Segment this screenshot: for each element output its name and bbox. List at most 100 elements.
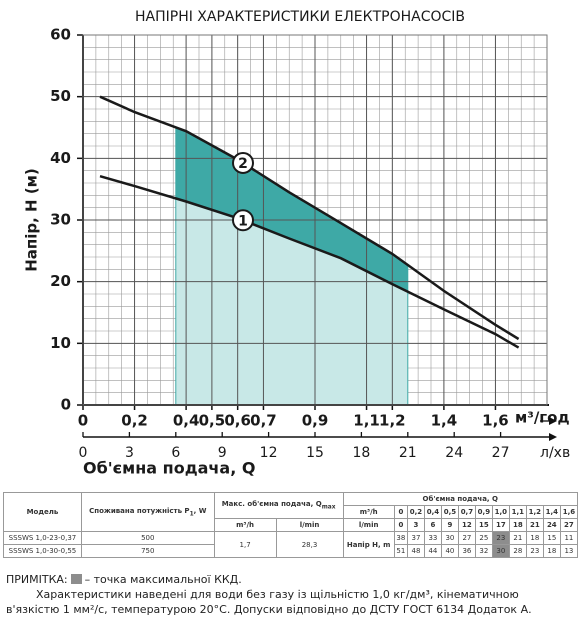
header-cell: 6 (423, 518, 442, 532)
curve-label: 1 (238, 213, 248, 229)
curve (99, 95, 520, 341)
x2-tick-label: 9 (218, 445, 227, 461)
table-cell: 44 (423, 544, 442, 558)
table-cell: SSSWS 1,0-23-0,37 (3, 531, 82, 545)
note-text: Характеристики наведені для води без газ… (6, 588, 532, 616)
header-cell: 27 (559, 518, 579, 532)
y-tick-label: 60 (50, 26, 71, 44)
header-cell: 1,2 (525, 505, 544, 519)
header-cell: Напір H, m (342, 531, 395, 558)
header-cell: 21 (525, 518, 544, 532)
curve-label: 2 (238, 156, 248, 172)
table-cell: 23 (491, 531, 510, 545)
curve (99, 174, 520, 349)
x2-tick-label: 27 (492, 445, 510, 461)
table-cell: 15 (542, 531, 561, 545)
table-cell: 32 (474, 544, 493, 558)
x-axis-unit: м³/год (515, 409, 570, 427)
header-cell: 1,4 (542, 505, 561, 519)
y-axis-label: Напір, Н (м) (23, 168, 41, 272)
header-part: Споживана потужність P (89, 506, 190, 515)
header-part: max (321, 504, 336, 511)
y-tick-label: 10 (50, 334, 71, 352)
header-cell: 1,6 (559, 505, 579, 519)
chart-title: НАПІРНІ ХАРАКТЕРИСТИКИ ЕЛЕКТРОНАСОСІВ (135, 9, 465, 25)
note-label: ПРИМІТКА: (6, 573, 68, 586)
x-tick-label: 1,1 (353, 412, 380, 430)
x-tick-label: 1,6 (482, 412, 509, 430)
x2-tick-label: 12 (260, 445, 278, 461)
y-tick-label: 30 (50, 211, 71, 229)
header-cell: 24 (542, 518, 561, 532)
table-cell: 36 (457, 544, 476, 558)
table-cell: 18 (542, 544, 561, 558)
table-cell: 38 (393, 531, 408, 545)
table-cell: 18 (525, 531, 544, 545)
header-part: Макс. об'ємна подача, Q (221, 500, 322, 509)
header-cell: Модель (3, 492, 82, 532)
header-cell: 15 (474, 518, 493, 532)
table-cell: 1,7 (213, 531, 277, 558)
header-cell: 17 (491, 518, 510, 532)
table-cell: 48 (406, 544, 425, 558)
table-cell: 33 (423, 531, 442, 545)
chart: НАПІРНІ ХАРАКТЕРИСТИКИ ЕЛЕКТРОНАСОСІВ На… (23, 9, 571, 478)
table-cell: 28,3 (275, 531, 344, 558)
header-cell: 9 (440, 518, 459, 532)
table-cell: 21 (508, 531, 527, 545)
x2-tick-label: 6 (171, 445, 180, 461)
table-cell: 30 (491, 544, 510, 558)
table-cell: 750 (80, 544, 215, 558)
x2-tick-label: 0 (79, 445, 88, 461)
header-cell: 0 (393, 505, 408, 519)
header-cell: 12 (457, 518, 476, 532)
curve-label-circle (232, 151, 254, 174)
x2-tick-label: 18 (352, 445, 370, 461)
plot-frame (82, 34, 548, 406)
note-legend: – точка максимальної ККД. (84, 573, 242, 586)
x-axis-label: Об'ємна подача, Q (83, 459, 255, 478)
table-cell: 51 (393, 544, 408, 558)
header-cell: 0,9 (474, 505, 493, 519)
highlight-swatch (70, 574, 82, 584)
shade-region-low (175, 198, 408, 405)
header-cell: m³/h (342, 505, 395, 519)
header-cell: l/min (342, 518, 395, 532)
header-cell: 0,4 (423, 505, 442, 519)
curve-label-circle (232, 209, 254, 232)
x2-axis-arrow (549, 433, 557, 441)
header-cell: 0,7 (457, 505, 476, 519)
table-cell: 500 (80, 531, 215, 545)
x2-tick-label: 3 (125, 445, 134, 461)
y-tick-label: 40 (50, 149, 71, 167)
header-part: 1 (189, 511, 194, 518)
header-cell: 3 (406, 518, 425, 532)
header-part: , W (193, 506, 207, 515)
table-cell: 40 (440, 544, 459, 558)
x-tick-label: 0,7 (250, 412, 277, 430)
table-cell: 30 (440, 531, 459, 545)
table-cell: 27 (457, 531, 476, 545)
x-axis-arrow (549, 417, 557, 425)
x-tick-label: 0 (78, 412, 88, 430)
data-table: Модель Споживана потужність P1, W Макс. об… (3, 492, 579, 558)
x2-tick-label: 21 (399, 445, 417, 461)
x-tick-label: 1,4 (431, 412, 458, 430)
table-cell: 23 (525, 544, 544, 558)
y-tick-label: 50 (50, 87, 71, 105)
x2-tick-label: 24 (445, 445, 463, 461)
header-cell: 0,5 (440, 505, 459, 519)
x2-axis-unit: л/хв (540, 445, 570, 461)
notes: ПРИМІТКА: – точка максимальної ККД. Харак… (6, 572, 574, 617)
header-cell: m³/h (213, 518, 277, 532)
table-cell: 11 (559, 531, 579, 545)
x-tick-label: 0,2 (121, 412, 148, 430)
table-cell: 28 (508, 544, 527, 558)
header-cell: 0,2 (406, 505, 425, 519)
table-cell: SSSWS 1,0-30-0,55 (3, 544, 82, 558)
header-cell: Споживана потужність P1, W (80, 492, 215, 532)
header-cell: l/min (275, 518, 344, 532)
x2-tick-label: 15 (306, 445, 324, 461)
header-cell: 1,0 (491, 505, 510, 519)
